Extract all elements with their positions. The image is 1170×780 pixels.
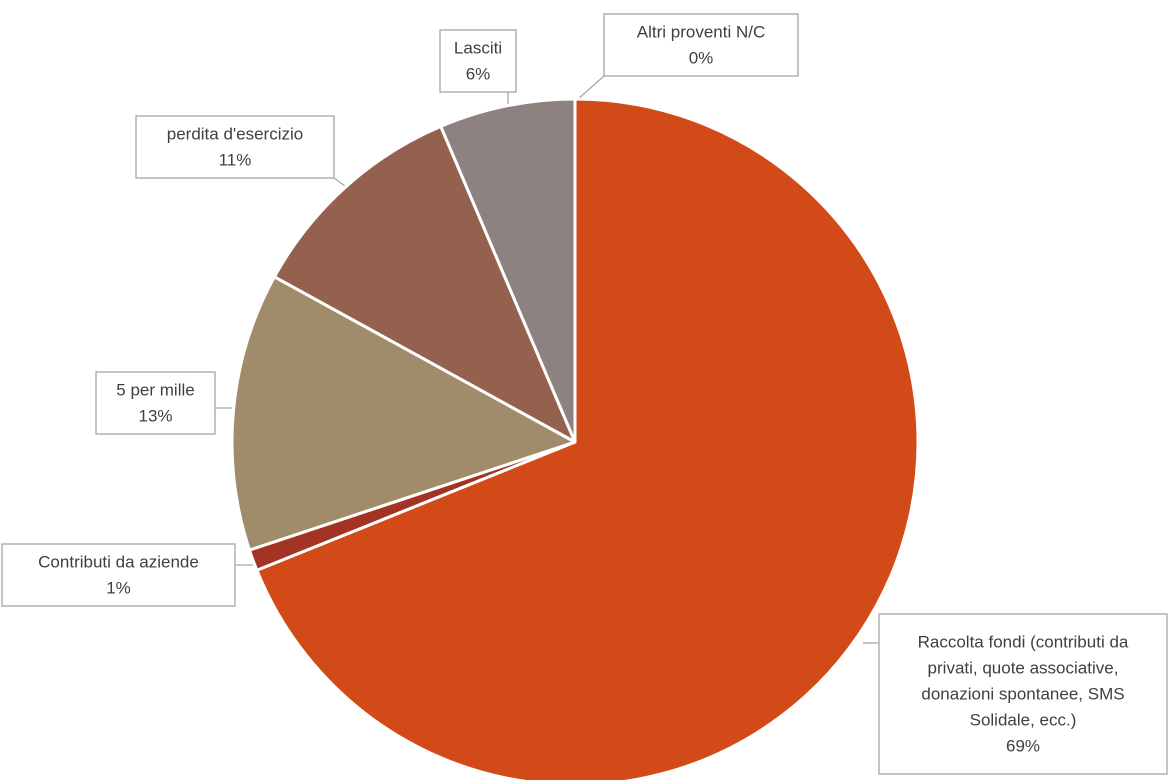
data-label-box <box>878 613 1168 775</box>
data-label-percent: 69% <box>1006 737 1040 756</box>
pie-slice-lasciti <box>439 97 577 444</box>
data-label-box <box>1 543 236 607</box>
data-label-text: 5 per mille <box>116 381 194 400</box>
data-labels: Raccolta fondi (contributi da privati, qu… <box>1 13 1168 775</box>
data-label-box <box>135 115 335 179</box>
leader-line <box>333 177 346 187</box>
data-label-percent: 13% <box>138 407 172 426</box>
data-label-box <box>95 371 216 435</box>
data-label-percent: 11% <box>219 151 252 170</box>
data-label-text: perdita d'esercizio <box>167 125 303 144</box>
data-label-box <box>439 29 517 93</box>
data-label-text: Lasciti <box>454 39 502 58</box>
data-label-raccolta-fondi-contributi-da-privati-quo: Raccolta fondi (contributi da privati, qu… <box>878 613 1168 775</box>
data-label-box <box>603 13 799 77</box>
data-label-percent: 0% <box>689 49 714 68</box>
pie-slice-perdita-d-esercizio <box>272 124 577 444</box>
data-label-perdita-d-esercizio: perdita d'esercizio 11% <box>135 115 335 179</box>
data-label-5-per-mille: 5 per mille 13% <box>95 371 216 435</box>
data-label-altri-proventi-n-c: Altri proventi N/C 0% <box>603 13 799 77</box>
data-label-percent: 6% <box>466 65 491 84</box>
data-label-lasciti: Lasciti 6% <box>439 29 517 93</box>
data-label-text: Solidale, ecc.) <box>970 711 1077 730</box>
data-label-text: Raccolta fondi (contributi da <box>918 633 1129 652</box>
data-label-contributi-da-aziende: Contributi da aziende 1% <box>1 543 236 607</box>
data-label-text: donazioni spontanee, SMS <box>921 685 1124 704</box>
data-label-text: Contributi da aziende <box>38 553 199 572</box>
pie-slice-raccolta-fondi-contributi-da-privati-quo <box>255 97 920 780</box>
leader-line <box>576 75 605 101</box>
data-label-text: Altri proventi N/C <box>637 23 765 42</box>
pie-slice-5-per-mille <box>230 275 577 552</box>
leader-lines <box>215 75 879 644</box>
data-label-percent: 1% <box>106 579 131 598</box>
pie-slices <box>230 97 920 780</box>
data-label-text: privati, quote associative, <box>928 659 1119 678</box>
